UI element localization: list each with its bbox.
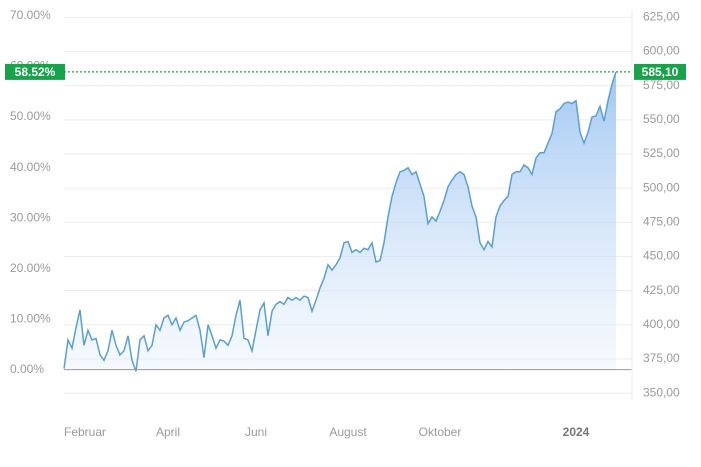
y2-tick-label: 625,00 xyxy=(643,10,680,24)
current-percent-badge xyxy=(5,63,65,80)
x-tick-label: Februar xyxy=(64,425,106,439)
y2-tick-label: 350,00 xyxy=(643,385,680,399)
x-tick-label: August xyxy=(329,425,367,439)
y-tick-label: 0.00% xyxy=(10,362,44,376)
x-tick-label: 2024 xyxy=(563,425,590,439)
y-tick-label: 40.00% xyxy=(10,160,51,174)
y2-tick-label: 525,00 xyxy=(643,146,680,160)
y-tick-label: 30.00% xyxy=(10,210,51,224)
y-tick-label: 70.00% xyxy=(10,8,51,22)
y2-tick-label: 375,00 xyxy=(643,351,680,365)
current-price-label: 585,10 xyxy=(642,65,679,79)
x-tick-label: Juni xyxy=(245,425,267,439)
y2-tick-label: 600,00 xyxy=(643,44,680,58)
y2-tick-label: 425,00 xyxy=(643,283,680,297)
y2-tick-label: 400,00 xyxy=(643,317,680,331)
y-tick-label: 50.00% xyxy=(10,109,51,123)
y2-tick-label: 575,00 xyxy=(643,78,680,92)
y-tick-label: 20.00% xyxy=(10,261,51,275)
x-tick-label: April xyxy=(156,425,180,439)
price-line xyxy=(63,71,617,372)
x-tick-label: Oktober xyxy=(419,425,462,439)
current-percent-label: 58.52% xyxy=(15,65,56,79)
area xyxy=(64,71,616,372)
y2-tick-label: 500,00 xyxy=(643,180,680,194)
y-tick-label: 10.00% xyxy=(10,311,51,325)
y2-tick-label: 475,00 xyxy=(643,215,680,229)
current-price-badge xyxy=(634,63,686,80)
y2-tick-label: 450,00 xyxy=(643,249,680,263)
y2-tick-label: 550,00 xyxy=(643,112,680,126)
